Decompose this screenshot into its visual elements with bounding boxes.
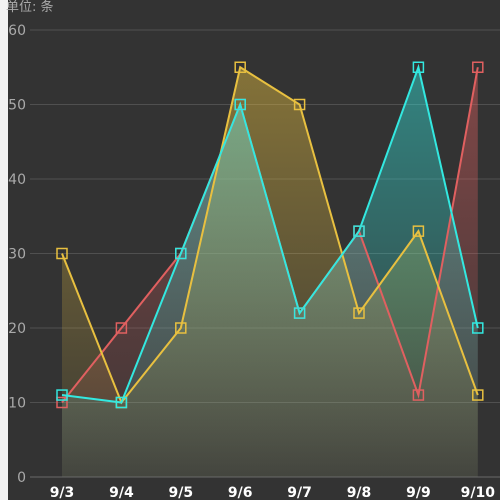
series-2-point[interactable]: [353, 307, 365, 319]
y-tick-label: 60: [8, 23, 26, 39]
y-axis: 0 10 20 30 40 50 60: [8, 23, 26, 486]
x-tick-label: 9/9: [406, 485, 431, 500]
series-3-point[interactable]: [234, 98, 246, 111]
series-3-point[interactable]: [412, 61, 425, 73]
series-3-point[interactable]: [115, 396, 128, 409]
y-tick-label: 0: [17, 470, 26, 486]
series-3-point[interactable]: [293, 307, 306, 319]
series-3-point[interactable]: [472, 322, 484, 334]
series-3-point[interactable]: [56, 389, 68, 401]
series-3-line: [61, 63, 479, 404]
unit-label: 单位: 条: [6, 0, 54, 15]
series-3-point[interactable]: [175, 247, 187, 260]
series-2-point[interactable]: [472, 389, 484, 401]
series-2-point[interactable]: [175, 322, 187, 334]
series-2-point[interactable]: [293, 98, 306, 111]
y-tick-label: 50: [8, 98, 26, 114]
x-tick-label: 9/10: [461, 485, 496, 500]
series-lines: [61, 63, 479, 405]
series-1-point[interactable]: [115, 322, 128, 334]
series-2-point[interactable]: [56, 247, 68, 260]
x-tick-label: 9/5: [168, 485, 193, 500]
series-3-point[interactable]: [353, 225, 365, 237]
y-tick-label: 40: [8, 172, 26, 188]
x-tick-label: 9/6: [228, 485, 253, 500]
series-2-point[interactable]: [234, 61, 246, 73]
x-axis: 9/3 9/4 9/5 9/6 9/7 9/8 9/9 9/10: [30, 476, 500, 500]
series-2-point[interactable]: [412, 225, 425, 237]
y-tick-label: 30: [8, 247, 26, 263]
series-1-point[interactable]: [56, 396, 68, 409]
series-1-point[interactable]: [412, 389, 425, 401]
series-1-point[interactable]: [472, 61, 484, 73]
x-tick-label: 9/7: [287, 485, 312, 500]
x-tick-label: 9/8: [347, 485, 372, 500]
y-tick-label: 20: [8, 321, 26, 337]
series-areas: [62, 67, 478, 477]
series-3-area: [62, 67, 478, 477]
series-2-line: [61, 65, 479, 405]
x-tick-label: 9/4: [109, 485, 134, 500]
x-tick-label: 9/3: [50, 485, 75, 500]
series-markers: [56, 61, 484, 409]
y-tick-label: 10: [8, 396, 26, 412]
